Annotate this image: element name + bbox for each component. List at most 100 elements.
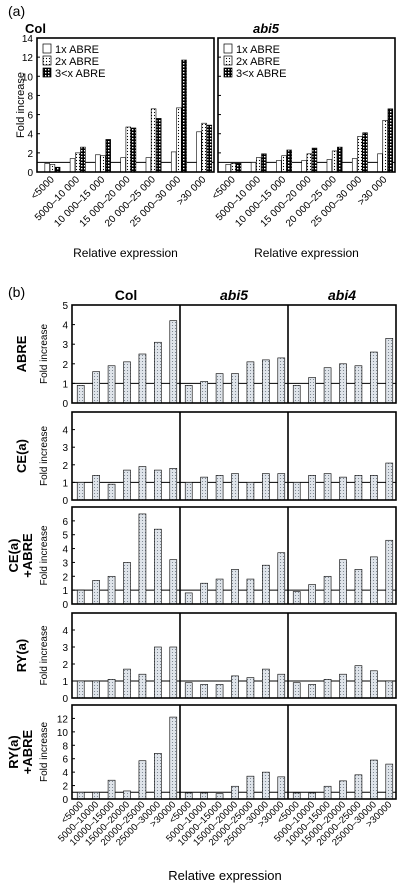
ytick-label: 4	[62, 768, 68, 779]
bar	[176, 107, 182, 173]
bar	[362, 132, 368, 173]
ytick-label: 2	[62, 461, 68, 472]
chart-title: Col	[25, 21, 46, 36]
bar	[92, 580, 100, 605]
bar	[256, 157, 262, 173]
bar	[184, 682, 193, 699]
bar	[107, 575, 116, 605]
bar	[385, 338, 394, 404]
bar	[76, 680, 85, 699]
plot-frame	[36, 37, 215, 173]
ytick-label: 6	[62, 755, 68, 766]
bar	[262, 668, 270, 699]
row-label: RY(a)+ABRE	[6, 729, 35, 774]
bar	[339, 780, 347, 800]
bar	[385, 763, 394, 800]
ytick-label: 1	[62, 677, 68, 688]
bar	[76, 791, 85, 800]
panel-a-ytick-label: 14	[22, 34, 34, 45]
bar	[107, 779, 116, 800]
bar	[215, 793, 224, 800]
bar	[301, 160, 307, 173]
ytick-label: 5	[62, 531, 68, 542]
bar	[100, 155, 106, 173]
bar	[69, 158, 76, 173]
ytick-label: 2	[62, 360, 68, 371]
ytick-label: 1	[62, 379, 68, 390]
legend-label: 3<x ABRE	[236, 68, 286, 80]
bar	[261, 153, 267, 173]
bar	[331, 150, 338, 173]
bar	[262, 473, 270, 501]
bar	[200, 684, 208, 699]
bar	[277, 552, 286, 605]
ylabel: Fold increase	[39, 625, 50, 685]
bar	[169, 646, 178, 699]
bar	[246, 775, 255, 800]
bar	[123, 790, 131, 800]
ytick-label: 3	[62, 443, 68, 454]
bar	[323, 785, 332, 800]
bar	[75, 152, 81, 173]
ylabel: Fold increase	[39, 525, 50, 585]
row-label: CE(a)	[14, 439, 29, 473]
bar	[311, 147, 318, 173]
ytick-label: 0	[62, 399, 68, 410]
bar	[351, 158, 358, 173]
bar	[169, 468, 178, 501]
panel-a-ytick-label: 2	[27, 149, 33, 160]
ytick-label: 4	[62, 321, 68, 332]
bar	[138, 513, 147, 605]
bar	[130, 127, 137, 173]
plot-frame	[71, 704, 397, 800]
bar	[339, 673, 347, 699]
row-label: ABRE	[14, 335, 29, 372]
column-title: Col	[115, 287, 138, 303]
bar	[181, 59, 187, 173]
bar	[308, 792, 316, 800]
panel-a-ytick-label: 0	[27, 168, 33, 179]
bar	[215, 578, 224, 605]
row-ry-a-: RY(a) Fold increase 0 1 2 3 4	[14, 612, 397, 705]
bar	[123, 562, 131, 605]
ytick-label: 3	[62, 340, 68, 351]
plot-frame	[71, 506, 397, 605]
bar	[154, 528, 162, 605]
bar	[370, 351, 378, 404]
bar	[308, 684, 316, 699]
bar	[326, 159, 333, 173]
bar	[246, 677, 255, 699]
ytick-label: 0	[62, 496, 68, 507]
ytick-label: 5	[62, 301, 68, 312]
legend-label: 2x ABRE	[236, 56, 280, 68]
bar	[231, 373, 239, 404]
bar	[277, 473, 286, 501]
bar	[123, 361, 131, 404]
bar	[323, 678, 332, 699]
bar	[145, 157, 152, 173]
bar	[292, 482, 301, 501]
ylabel: Fold increase	[39, 324, 50, 384]
bar	[200, 792, 208, 800]
bar	[281, 155, 287, 173]
ytick-label: 0	[62, 694, 68, 705]
bar	[246, 361, 255, 404]
bar	[339, 363, 347, 404]
row-label: CE(a)+ABRE	[6, 533, 35, 578]
ytick-label: 3	[62, 558, 68, 569]
ytick-label: 6	[62, 517, 68, 528]
bar	[201, 122, 207, 173]
bar	[370, 759, 378, 800]
bar	[277, 357, 286, 404]
ytick-label: 8	[62, 741, 68, 752]
panel-a-ylabel: Fold increase	[15, 72, 27, 138]
plot-frame	[71, 411, 397, 501]
bar	[277, 673, 286, 699]
bar	[120, 157, 126, 173]
bar	[337, 146, 343, 173]
bar	[196, 131, 202, 173]
bar	[235, 163, 242, 173]
